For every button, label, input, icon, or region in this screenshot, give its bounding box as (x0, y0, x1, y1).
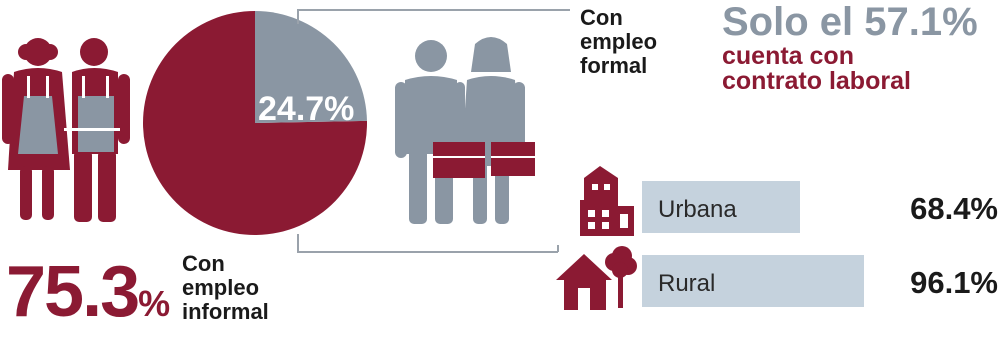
headline-sub: cuenta con contrato laboral (722, 42, 911, 95)
bar-label-rural: Rural (658, 270, 716, 297)
pie-chart: 24.7% (143, 11, 367, 235)
bar-value-urbana: 68.4% (910, 191, 998, 226)
bar-label-urbana: Urbana (658, 196, 737, 223)
pie-slice-informal (143, 11, 367, 235)
workers-with-briefcases-icon (395, 37, 535, 224)
headline: Solo el 57.1% cuenta con contrato labora… (722, 2, 978, 94)
connector-lines (297, 9, 570, 253)
workers-with-aprons-icon (2, 38, 130, 222)
buildings-icon (580, 166, 634, 236)
bar-value-rural: 96.1% (910, 265, 998, 300)
informal-percent: 75.3 (6, 252, 140, 332)
bar-rural (642, 255, 864, 307)
pie-label-formal: 24.7% (258, 90, 354, 128)
informal-label: Con empleo informal (182, 251, 269, 324)
house-tree-icon (556, 246, 637, 310)
bar-urbana (642, 181, 800, 233)
pie-slice-formal (255, 11, 367, 123)
informal-percent-sign: % (138, 283, 171, 324)
formal-label: Con empleo formal (580, 5, 658, 78)
informal-stat: 75.3% (6, 256, 170, 328)
headline-title: Solo el 57.1% (722, 0, 978, 44)
